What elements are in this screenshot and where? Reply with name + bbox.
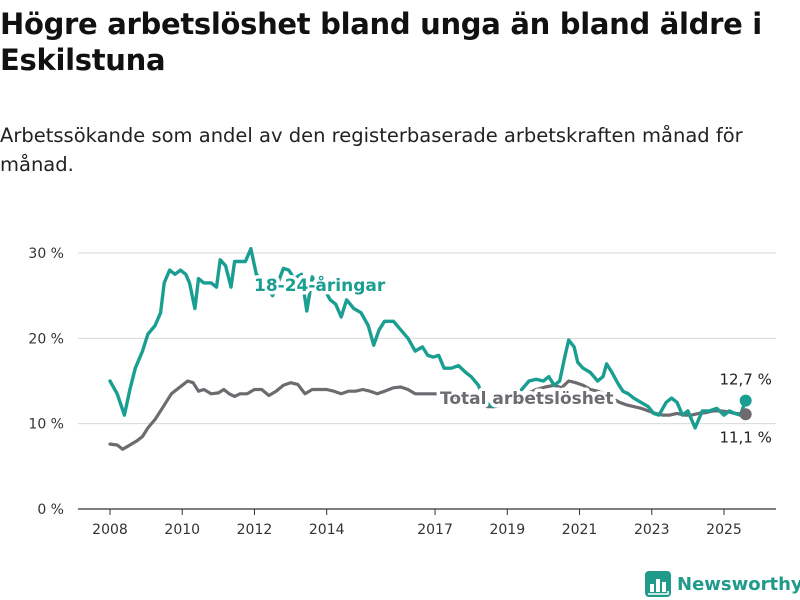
x-tick-label-2017: 2017 — [417, 522, 453, 538]
x-tick-label-2023: 2023 — [634, 522, 670, 538]
x-tick-label-2014: 2014 — [309, 522, 345, 538]
y-tick-label-10: 10 % — [28, 417, 64, 433]
series-line-youth — [108, 247, 748, 430]
x-tick-label-2008: 2008 — [92, 522, 128, 538]
y-tick-label-20: 20 % — [28, 331, 64, 347]
x-tick-label-2010: 2010 — [164, 522, 200, 538]
chart-logo-icon — [645, 571, 671, 597]
x-tick-label-2021: 2021 — [562, 522, 598, 538]
series-label-total-halo: Total arbetslöshet — [440, 389, 614, 409]
series-end-point-total — [739, 408, 752, 421]
series-label-youth-halo: 18-24-åringar — [254, 274, 386, 296]
y-tick-label-0: 0 % — [37, 502, 64, 518]
chart-title: Högre arbetslöshet bland unga än bland ä… — [0, 7, 762, 77]
labels: 12,7 %11,1 %18-24-åringar18-24-åringarTo… — [251, 271, 772, 447]
axes: 0 % 10 % 20 % 30 % 2008 2010 2012 2014 2017 2019 2… — [28, 246, 776, 538]
series-label-youth: 18-24-åringar — [254, 274, 386, 296]
series-end-point-youth — [739, 394, 752, 407]
end-label-total: 11,1 % — [719, 428, 771, 446]
series-line-total — [108, 379, 748, 451]
series-label-total: Total arbetslöshet — [440, 389, 614, 409]
y-tick-label-30: 30 % — [28, 246, 64, 262]
series — [108, 247, 752, 451]
end-label-youth: 12,7 % — [719, 371, 771, 389]
brand-name: Newsworthy — [677, 573, 800, 595]
newsworthy-logo: Newsworthy — [645, 569, 800, 599]
x-tick-label-2019: 2019 — [489, 522, 525, 538]
grid — [78, 252, 776, 425]
chart-subtitle: Arbetssökande som andel av den registerb… — [0, 124, 743, 176]
x-tick-label-2025: 2025 — [706, 522, 742, 538]
x-tick-label-2012: 2012 — [237, 522, 273, 538]
